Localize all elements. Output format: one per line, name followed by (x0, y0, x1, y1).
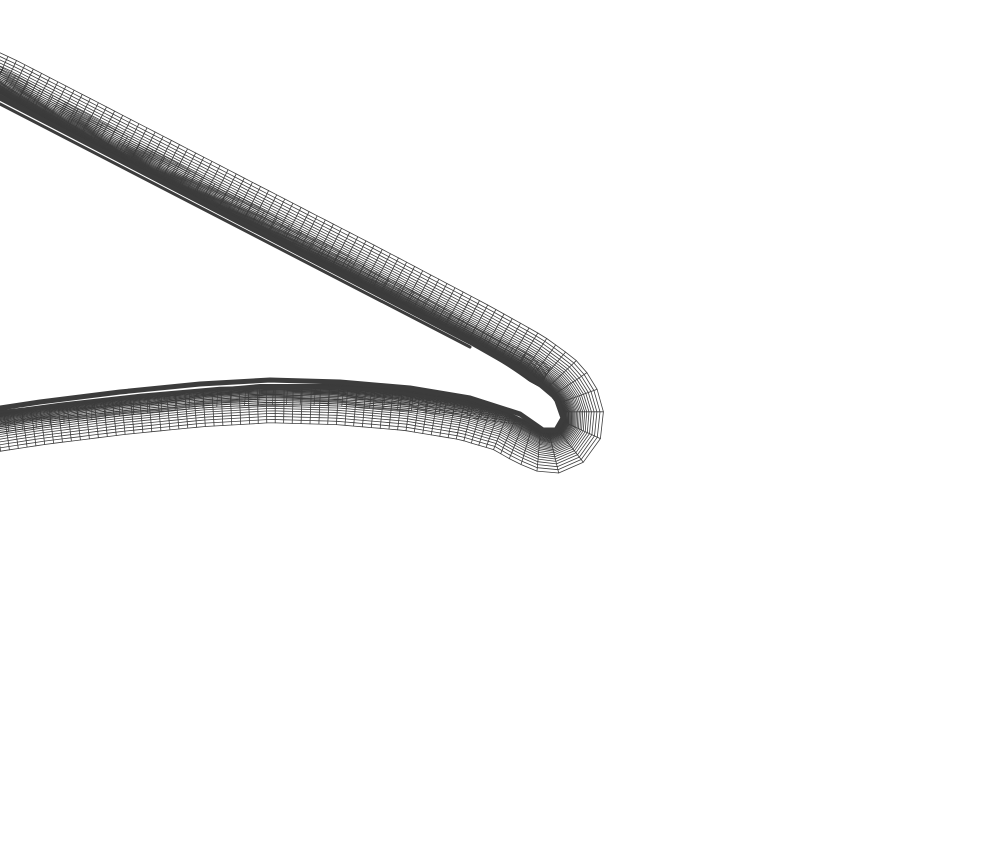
tangent-grid-line (0, 70, 588, 458)
tangent-grid-line (0, 56, 601, 471)
tangent-grid-line (0, 77, 547, 376)
tangent-grid-line (0, 66, 552, 368)
tangent-grid-line (0, 400, 539, 429)
tangent-grid-line (0, 62, 595, 465)
tangent-grid-line (0, 82, 577, 448)
tangent-grid-line (0, 81, 545, 379)
cove-region (0, 106, 548, 404)
tangent-grid-line (0, 73, 549, 373)
main-element-wall-layer (0, 384, 502, 414)
tangent-grid-line (0, 73, 586, 456)
tangent-grid-line (0, 71, 550, 371)
tangent-grid-line (0, 404, 539, 434)
tangent-grid-line (0, 59, 598, 468)
airfoil-bodies (0, 95, 566, 433)
tangent-grid-line (0, 68, 590, 460)
tangent-grid-line (0, 77, 582, 452)
tangent-grid-line (0, 78, 547, 377)
tangent-grid-line (0, 75, 584, 454)
tangent-grid-line (0, 395, 540, 424)
tangent-grid-line (0, 82, 545, 380)
tangent-grid-line (0, 396, 540, 426)
slat-wall-edge (0, 95, 566, 433)
tangent-grid-line (0, 52, 604, 474)
tangent-grid-line (0, 75, 548, 375)
slat-upper-layer (0, 102, 472, 349)
tangent-grid-line (0, 393, 540, 423)
tangent-grid-line (0, 402, 539, 431)
tangent-grid-line (0, 65, 592, 462)
tangent-grid-line (0, 391, 540, 420)
tangent-grid-line (0, 392, 540, 422)
tangent-grid-line (0, 69, 551, 370)
tangent-grid-line (0, 80, 546, 378)
tangent-grid-line (0, 387, 540, 417)
tangent-grid-line (0, 398, 540, 427)
